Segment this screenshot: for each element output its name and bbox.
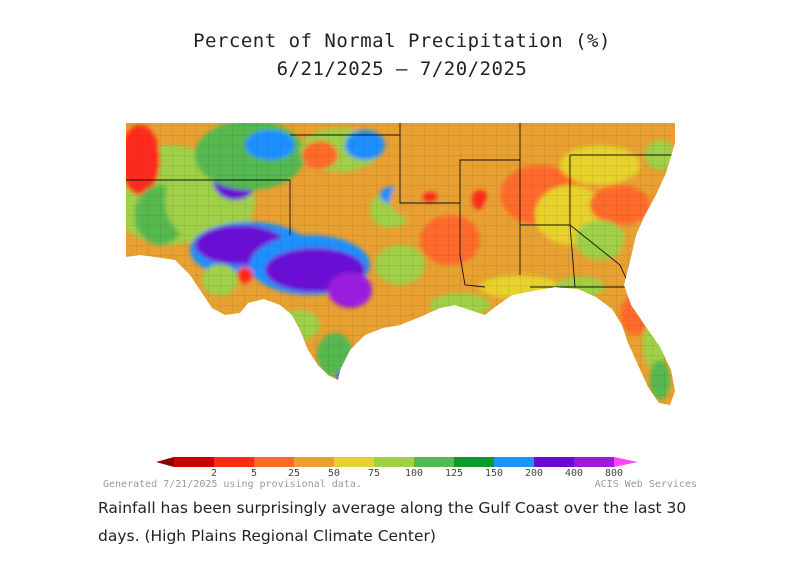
scale-swatch (414, 457, 455, 467)
credit-label: ACIS Web Services (594, 479, 697, 490)
scale-label: 125 (445, 468, 463, 479)
scale-label: 2 (211, 468, 217, 479)
scale-swatch (294, 457, 335, 467)
scale-swatch (334, 457, 375, 467)
color-scale: 2 5 25 50 75 100 125 150 200 400 800 (156, 457, 638, 479)
state-borders (126, 123, 675, 288)
scale-arrow-low (156, 457, 174, 467)
scale-swatch (374, 457, 415, 467)
scale-arrow-high (614, 457, 638, 467)
scale-label: 400 (565, 468, 583, 479)
scale-label: 5 (251, 468, 257, 479)
scale-swatch (534, 457, 575, 467)
scale-label: 50 (328, 468, 340, 479)
precipitation-map-figure: Percent of Normal Precipitation (%) 6/21… (100, 25, 704, 495)
scale-label: 800 (605, 468, 623, 479)
scale-label: 200 (525, 468, 543, 479)
scale-swatch (254, 457, 295, 467)
caption: Rainfall has been surprisingly average a… (98, 499, 687, 545)
scale-swatch (494, 457, 535, 467)
generated-note: Generated 7/21/2025 using provisional da… (103, 479, 362, 490)
precipitation-map: 2 5 25 50 75 100 125 150 200 400 800 (126, 123, 675, 479)
map-title: Percent of Normal Precipitation (%) (193, 30, 611, 52)
scale-swatch (454, 457, 495, 467)
scale-label: 75 (368, 468, 380, 479)
scale-swatch (574, 457, 615, 467)
scale-label: 25 (288, 468, 300, 479)
scale-swatch (174, 457, 215, 467)
scale-swatch (214, 457, 255, 467)
scale-label: 100 (405, 468, 423, 479)
map-fill (126, 123, 675, 405)
map-date-range: 6/21/2025 – 7/20/2025 (276, 58, 528, 80)
scale-label: 150 (485, 468, 503, 479)
